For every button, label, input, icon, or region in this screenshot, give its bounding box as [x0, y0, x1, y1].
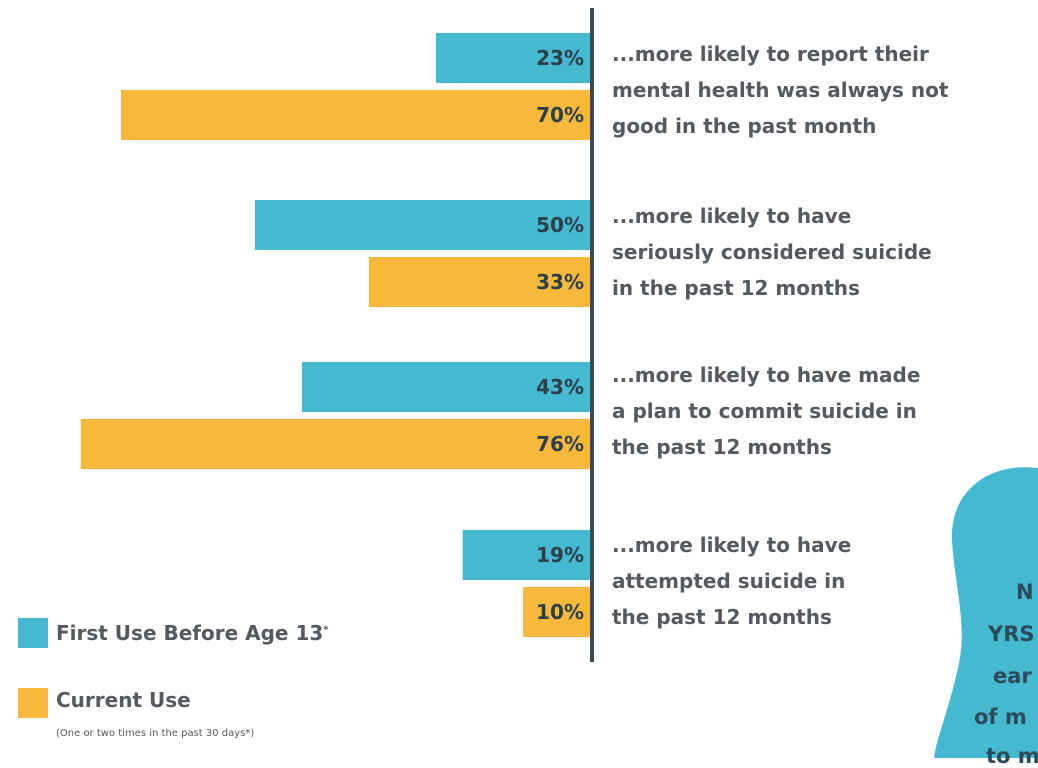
bars-group: 23% 70% 50% 33% 43% 76% 19% 10%: [80, 33, 591, 637]
callout-text-4: of m: [974, 705, 1027, 729]
bar-first-use-3: [301, 362, 590, 412]
bar-first-use-1: [435, 33, 590, 83]
callout-text-1: N: [1016, 580, 1034, 604]
bar-first-use-4: [462, 530, 590, 580]
description-4-line-3: the past 12 months: [612, 605, 832, 629]
value-label-first-use-1: 23%: [536, 46, 584, 70]
value-label-first-use-3: 43%: [536, 375, 584, 399]
description-3-line-1: ...more likely to have made: [612, 363, 921, 387]
bar-current-use-3: [80, 419, 591, 469]
description-4-line-2: attempted suicide in: [612, 569, 846, 593]
callout-blob-shape: [934, 467, 1038, 758]
bar-current-use-2: [368, 257, 590, 307]
description-1-line-3: good in the past month: [612, 114, 877, 138]
callout-text-5: to m: [986, 744, 1038, 768]
value-label-current-use-3: 76%: [536, 432, 584, 456]
value-label-current-use-4: 10%: [536, 600, 584, 624]
value-label-first-use-2: 50%: [536, 213, 584, 237]
value-label-current-use-2: 33%: [536, 270, 584, 294]
description-3-line-2: a plan to commit suicide in: [612, 399, 917, 423]
value-label-first-use-4: 19%: [536, 543, 584, 567]
legend-note-current-use: (One or two times in the past 30 days*): [56, 728, 255, 739]
legend-first-use-text: First Use Before Age 13: [56, 621, 324, 645]
legend-swatch-first-use: [18, 618, 48, 648]
callout-text-2: YRS: [988, 622, 1035, 646]
value-label-current-use-1: 70%: [536, 103, 584, 127]
description-4: ...more likely to have attempted suicide …: [612, 527, 1022, 635]
description-1-line-2: mental health was always not: [612, 78, 949, 102]
description-4-line-1: ...more likely to have: [612, 533, 852, 557]
description-1: ...more likely to report their mental hea…: [612, 36, 1022, 144]
description-3-line-3: the past 12 months: [612, 435, 832, 459]
description-2-line-3: in the past 12 months: [612, 276, 860, 300]
bar-current-use-4: [523, 587, 590, 637]
legend-first-use-marker: *: [323, 624, 329, 636]
legend-swatch-current-use: [18, 688, 48, 718]
bar-current-use-1: [121, 90, 590, 140]
description-1-line-1: ...more likely to report their: [612, 42, 929, 66]
description-2: ...more likely to have seriously consider…: [612, 198, 1022, 306]
legend-label-first-use: First Use Before Age 13*: [56, 621, 329, 645]
legend-label-current-use: Current Use: [56, 688, 191, 712]
description-3: ...more likely to have made a plan to com…: [612, 357, 1022, 465]
bar-first-use-2: [255, 200, 590, 250]
description-2-line-2: seriously considered suicide: [612, 240, 932, 264]
callout-text-3: ear: [993, 664, 1032, 688]
description-2-line-1: ...more likely to have: [612, 204, 852, 228]
